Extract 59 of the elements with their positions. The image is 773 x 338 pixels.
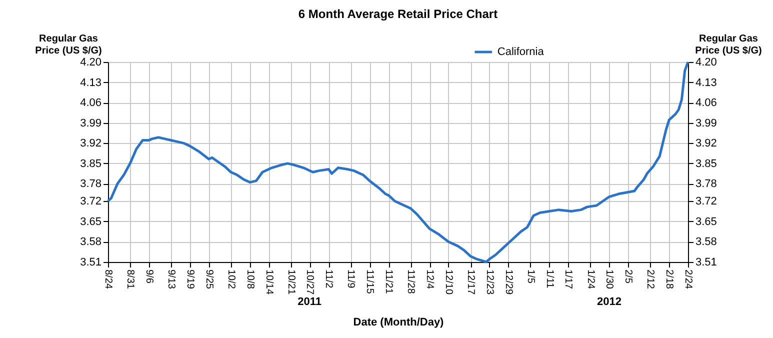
x-tick-label: 10/21 <box>285 270 296 295</box>
y2-tick-label: 3.65 <box>696 216 717 228</box>
y-tick-label: 3.85 <box>80 158 102 170</box>
x-tick-label: 9/25 <box>203 270 214 290</box>
x-tick-label: 9/19 <box>184 270 196 290</box>
x-tick-label: 8/31 <box>124 270 136 290</box>
x-axis-title: Date (Month/Day) <box>353 316 444 329</box>
y2-tick-label: 3.99 <box>696 117 717 130</box>
legend-label: California <box>497 46 545 58</box>
x-tick-label: 1/5 <box>524 270 536 284</box>
text: 2011 <box>298 296 322 308</box>
x-tick-label: 10/2 <box>225 270 236 290</box>
x-tick-label: 12/23 <box>484 270 495 295</box>
x-tick-label: 1/24 <box>584 270 596 290</box>
y2-tick-label: 4.13 <box>696 76 717 89</box>
y-tick-label: 3.78 <box>80 178 102 190</box>
y2-tick-label: 4.06 <box>696 97 717 110</box>
y2-tick-label: 3.72 <box>696 196 717 208</box>
x-tick-label: 1/11 <box>544 270 555 289</box>
y2-tick-label: 3.92 <box>696 138 717 150</box>
x-tick-label: 10/27 <box>304 270 316 295</box>
y2-tick-label: 3.85 <box>696 158 717 170</box>
y2-tick-label: 3.58 <box>696 236 717 248</box>
x-tick-label: 9/6 <box>143 270 154 284</box>
x-tick-label: 2/12 <box>644 270 656 290</box>
y-tick-label: 3.58 <box>80 236 102 248</box>
x-tick-label: 1/17 <box>562 270 574 290</box>
x-tick-label: 11/9 <box>345 270 356 289</box>
x-tick-label: 10/14 <box>263 270 274 295</box>
y-tick-label: 3.72 <box>80 196 102 208</box>
x-tick-label: 9/13 <box>166 270 177 290</box>
y-tick-label: 4.20 <box>80 56 102 68</box>
x-tick-label: 11/15 <box>364 270 376 294</box>
y-tick-label: 4.13 <box>80 76 102 89</box>
x-tick-label: 11/2 <box>323 270 334 289</box>
y2-tick-label: 4.20 <box>696 56 717 68</box>
y2-tick-label: 3.78 <box>696 178 717 190</box>
y2-tick-label: 3.51 <box>696 256 717 268</box>
y-tick-label: 3.99 <box>80 117 102 130</box>
x-tick-label: 2/24 <box>682 270 694 290</box>
y-tick-label: 3.92 <box>80 138 102 150</box>
y-tick-label: 4.06 <box>80 97 102 110</box>
x-tick-label: 11/21 <box>383 270 394 294</box>
x-tick-label: 2/5 <box>622 270 634 284</box>
y2-axis-title: Regular Gas Price (US $/G) <box>695 34 762 56</box>
text: 2012 <box>596 296 622 308</box>
x-tick-label: 12/17 <box>465 270 476 295</box>
y-tick-label: 3.51 <box>80 256 102 268</box>
x-tick-label: 12/10 <box>442 270 454 295</box>
x-tick-label: 12/4 <box>424 270 436 290</box>
chart-title: 6 Month Average Retail Price Chart <box>298 7 498 21</box>
x-tick-label: 1/30 <box>604 270 615 290</box>
y-axis-title: Regular Gas Price (US $/G) <box>35 34 102 56</box>
x-tick-label: 10/8 <box>244 270 256 290</box>
x-tick-label: 8/24 <box>102 270 114 290</box>
x-tick-label: 2/18 <box>664 270 675 290</box>
y-tick-label: 3.65 <box>80 216 102 228</box>
x-tick-label: 11/28 <box>405 270 416 294</box>
x-tick-label: 12/29 <box>502 270 514 295</box>
